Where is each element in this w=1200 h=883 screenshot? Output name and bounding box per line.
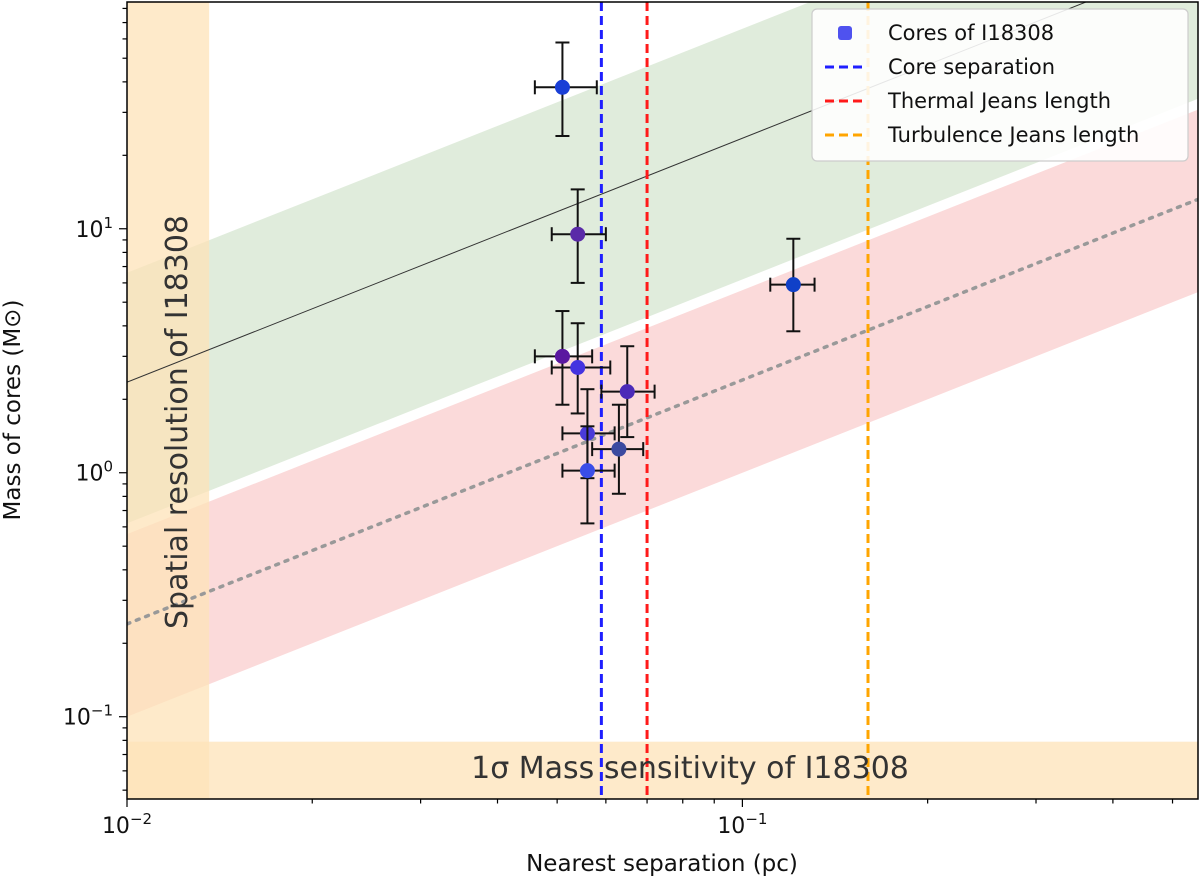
x-axis-label: Nearest separation (pc) [526, 851, 798, 877]
legend-label: Thermal Jeans length [887, 89, 1111, 113]
data-point [533, 310, 594, 406]
data-marker [785, 277, 801, 293]
data-point [591, 403, 645, 495]
y-tick-label: 100 [75, 458, 113, 487]
data-point [561, 425, 616, 525]
data-marker [611, 441, 627, 457]
data-point [600, 345, 656, 439]
sensitivity-annotation: 1σ Mass sensitivity of I18308 [471, 751, 909, 786]
axis-ticks: 10−2 10−1 10−1 100 101 [63, 7, 1174, 839]
annotations: Spatial resolution of I18308 1σ Mass sen… [160, 215, 909, 786]
legend-label: Turbulence Jeans length [887, 123, 1139, 147]
resolution-annotation: Spatial resolution of I18308 [160, 215, 195, 629]
data-marker [579, 463, 595, 479]
thermal-trend-line [127, 197, 1198, 626]
thermal-fragmentation-band [127, 109, 1198, 717]
y-axis-label: Mass of cores (M⊙) [0, 300, 26, 521]
plot-frame [126, 1, 1199, 800]
data-point [550, 188, 607, 284]
data-point [550, 322, 612, 415]
data-points [533, 41, 816, 525]
sensitivity-band [127, 741, 1198, 799]
legend-label: Core separation [888, 55, 1055, 79]
resolution-band [127, 2, 210, 799]
x-tick-label: 10−2 [102, 810, 152, 839]
data-point [769, 237, 816, 333]
legend-box [811, 8, 1189, 162]
data-marker [619, 384, 635, 400]
data-point [533, 41, 598, 137]
data-marker [570, 359, 586, 375]
data-marker [554, 348, 570, 364]
data-marker [554, 79, 570, 95]
data-marker [570, 226, 586, 242]
legend-marker [838, 26, 852, 40]
legend: Cores of I18308 Core separation Thermal Je… [811, 8, 1189, 162]
legend-label: Cores of I18308 [888, 21, 1054, 45]
y-tick-label: 101 [75, 214, 113, 243]
x-tick-label: 10−1 [717, 810, 767, 839]
y-tick-label: 10−1 [63, 702, 113, 731]
